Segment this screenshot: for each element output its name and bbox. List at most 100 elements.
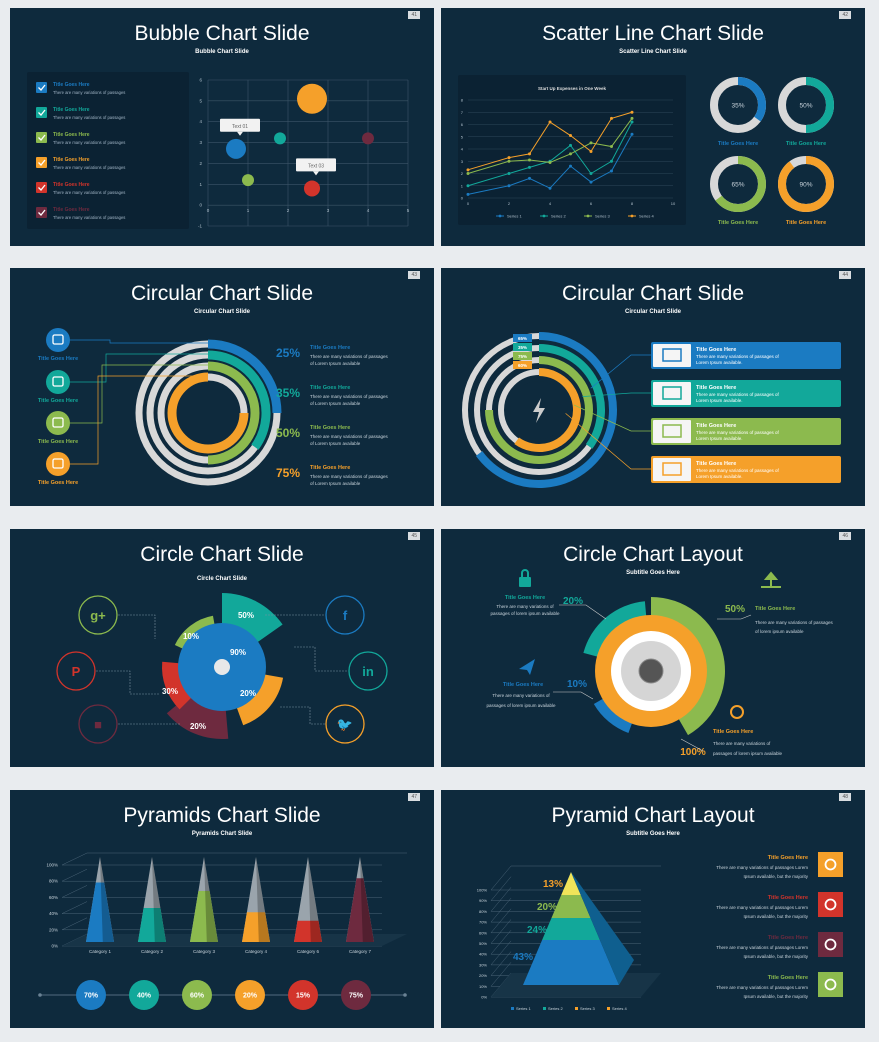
bubble-chart-canvas: Title Goes Here There are many variations…	[27, 72, 410, 229]
legend-marker	[542, 214, 546, 218]
x-tick-label: 4	[549, 201, 552, 206]
donut-label: Title Goes Here	[786, 220, 826, 226]
connector-line	[70, 353, 208, 383]
slide-subtitle: Subtitle Goes Here	[626, 570, 680, 576]
y-tick-label: 90%	[479, 898, 487, 903]
icon-label: Title Goes Here	[38, 356, 78, 362]
slide-number: 44	[839, 271, 851, 279]
pyramid-fill	[86, 882, 114, 942]
y-tick-label: 80%	[479, 909, 487, 914]
grid-line	[61, 901, 88, 914]
x-tick-label: 0	[207, 208, 210, 213]
chart-icon-glyph	[824, 858, 837, 871]
item-text: There are many variations of passages	[755, 620, 834, 625]
pyramid-shade	[256, 857, 270, 942]
connector-line	[717, 614, 752, 620]
pyramid-fill	[346, 878, 374, 942]
check-icon	[38, 109, 46, 116]
item-text: passages of lorem ipsum available	[713, 751, 783, 756]
series-point	[610, 145, 613, 149]
annotation-pointer	[237, 131, 243, 136]
item-text: of Lorem Ipsum available	[310, 481, 361, 486]
slide-pyramids-chart[interactable]: 47 Pyramids Chart Slide Pyramids Chart S…	[10, 790, 434, 1028]
pie-label: 10%	[183, 632, 199, 641]
y-tick-label: 3	[199, 140, 202, 145]
pyramid-label: 20%	[537, 902, 557, 913]
linkedin-icon	[348, 651, 388, 691]
item-title: Title Goes Here	[768, 935, 808, 941]
item-text: There are many variations of passages Lo…	[716, 985, 808, 990]
slide-bubble-chart[interactable]: 41 Bubble Chart Slide Bubble Chart Slide…	[10, 8, 434, 246]
legend-item-text: There are many variations of passages	[53, 140, 125, 145]
check-icon	[38, 209, 46, 216]
annotation-box	[220, 118, 260, 132]
slide-number: 48	[839, 793, 851, 801]
ring-percent: 60%	[518, 363, 527, 368]
pyramid-side	[571, 872, 634, 985]
pyramid-band	[551, 895, 591, 918]
facebook-icon-glyph: f	[343, 608, 348, 623]
connector-line	[70, 364, 208, 424]
pie-label: 20%	[190, 722, 206, 731]
ring-percent-tag	[513, 352, 532, 360]
slide-number: 42	[839, 11, 851, 19]
info-bar-text: There are many variations of passages of	[696, 354, 780, 359]
y-tick-label: 7	[461, 110, 464, 115]
series-point	[569, 134, 572, 138]
slide-circular-chart-1[interactable]: 43 Circular Chart Slide Circular Chart S…	[10, 268, 434, 506]
ring-percent: 75%	[518, 354, 527, 359]
item-text: of Lorem Ipsum available	[310, 361, 361, 366]
y-tick-label: 2	[461, 171, 464, 176]
legend-item-text: There are many variations of passages	[53, 90, 125, 95]
slide-title: Bubble Chart Slide	[134, 22, 310, 45]
pyramid-band	[523, 940, 619, 985]
percent-value: 35%	[276, 386, 300, 400]
check-icon	[38, 84, 46, 91]
slide-subtitle: Bubble Chart Slide	[195, 49, 249, 55]
paper-plane-icon	[519, 659, 535, 675]
circle-chart-canvas: 90% 50% 10% 20% 30% 20% g+ P ■ f in 🐦	[56, 593, 388, 744]
item-text: passages of lorem ipsum available	[490, 611, 560, 616]
slide-scatter-line-chart[interactable]: 42 Scatter Line Chart Slide Scatter Line…	[441, 8, 865, 246]
item-text: There are many variations of	[713, 741, 771, 746]
connector-line	[294, 646, 348, 672]
x-tick-label: 2	[508, 201, 511, 206]
info-bar-text: There are many variations of passages of	[696, 468, 780, 473]
item-text: of Lorem Ipsum available	[310, 441, 361, 446]
percent-badge-label: 60%	[190, 993, 205, 1000]
twitter-icon	[325, 704, 365, 744]
annotation-text: Text 03	[308, 163, 324, 169]
grid-line	[490, 876, 512, 901]
slide-title: Pyramid Chart Layout	[551, 804, 755, 827]
y-tick-label: 1	[199, 182, 202, 187]
item-text: There are many variations of passages Lo…	[716, 945, 808, 950]
x-tick-label: 10	[671, 201, 676, 206]
slide-title: Circular Chart Slide	[561, 282, 745, 305]
slide-subtitle: Scatter Line Chart Slide	[619, 49, 687, 55]
lock-icon	[519, 577, 531, 587]
donut-percent: 35%	[731, 103, 744, 110]
series-point	[466, 184, 470, 188]
grid-line	[490, 919, 512, 944]
legend-marker	[630, 214, 634, 218]
series-line	[467, 134, 633, 195]
pyramid-band	[561, 872, 581, 895]
legend-item-title: Title Goes Here	[53, 107, 90, 113]
slide-circular-chart-2[interactable]: 44 Circular Chart Slide Circular Chart S…	[441, 268, 865, 506]
x-tick-label: Category 7	[349, 949, 372, 954]
info-bar	[651, 380, 841, 407]
legend-marker	[575, 1007, 578, 1010]
search-icon-glyph	[824, 978, 837, 991]
y-tick-label: 5	[199, 98, 202, 103]
slide-circle-layout[interactable]: 46 Circle Chart Layout Subtitle Goes Her…	[441, 529, 865, 767]
slide-title: Circle Chart Layout	[563, 543, 743, 566]
y-tick-label: 100%	[46, 863, 58, 868]
item-text: of Lorem Ipsum available	[310, 401, 361, 406]
slide-pyramid-layout[interactable]: 48 Pyramid Chart Layout Subtitle Goes He…	[441, 790, 865, 1028]
x-tick-label: Category 1	[89, 949, 112, 954]
chart-icon	[818, 852, 843, 877]
series-point	[528, 165, 531, 169]
slide-circle-chart[interactable]: 45 Circle Chart Slide Circle Chart Slide…	[10, 529, 434, 767]
slide-number: 45	[408, 532, 420, 540]
